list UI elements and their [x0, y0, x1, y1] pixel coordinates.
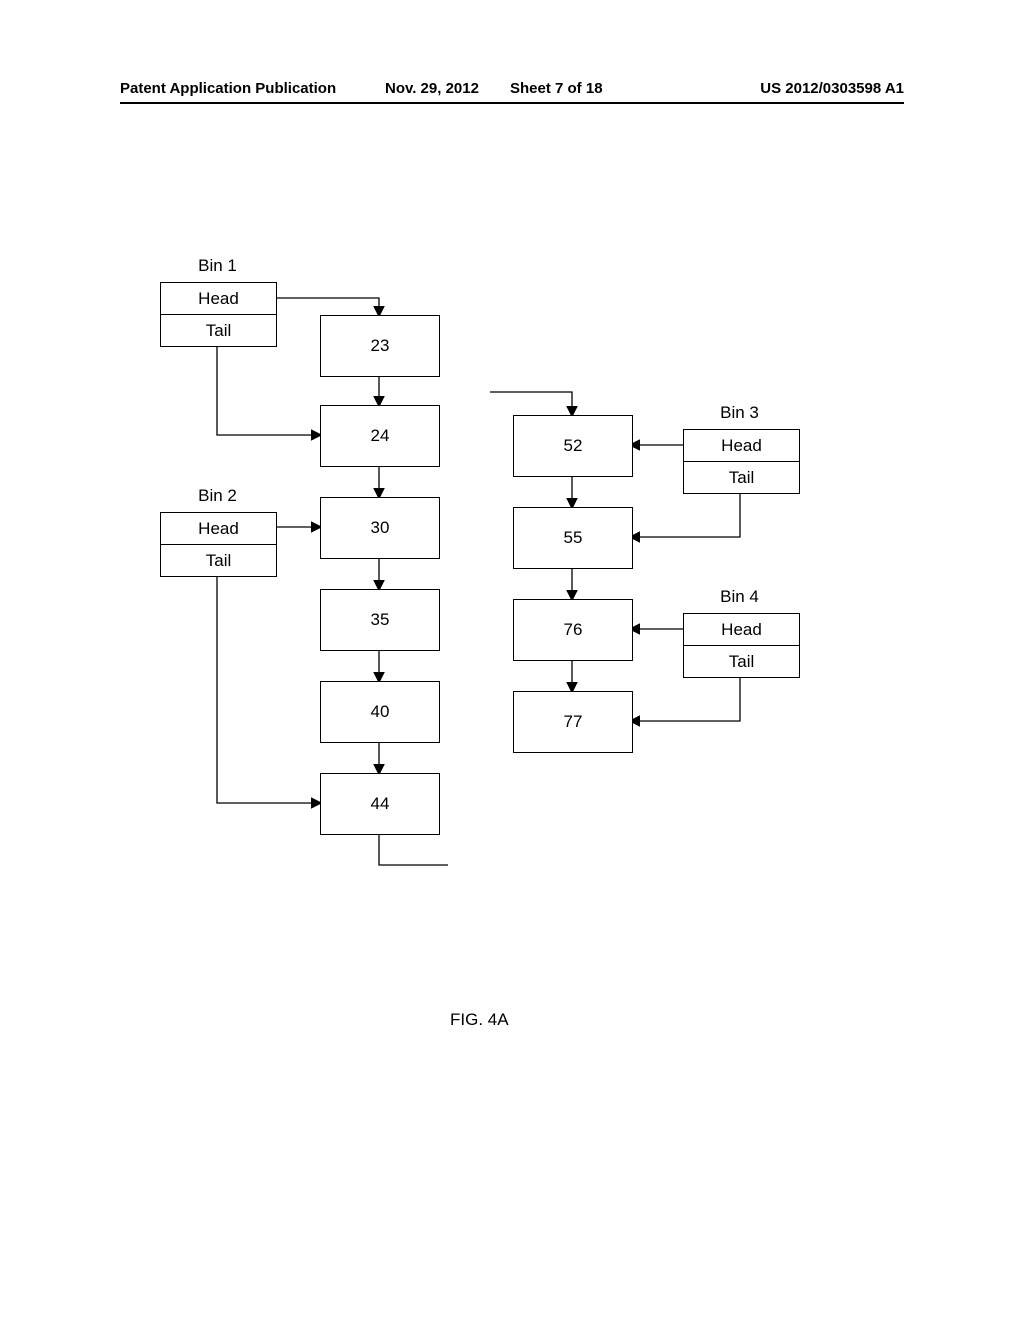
bin2-tail: Tail	[161, 544, 276, 576]
header-pubno: US 2012/0303598 A1	[760, 80, 904, 97]
header-publication: Patent Application Publication	[120, 80, 336, 97]
bin4-tail: Tail	[684, 645, 799, 677]
bin2-head: Head	[161, 513, 276, 544]
bin3-label: Bin 3	[712, 403, 767, 423]
node-44: 44	[320, 773, 440, 835]
node-40: 40	[320, 681, 440, 743]
node-76: 76	[513, 599, 633, 661]
bin1-label: Bin 1	[190, 256, 245, 276]
node-77: 77	[513, 691, 633, 753]
node-30: 30	[320, 497, 440, 559]
bin3-tail: Tail	[684, 461, 799, 493]
connectors	[0, 230, 1024, 1030]
bin4-label: Bin 4	[712, 587, 767, 607]
diagram: Bin 1 Head Tail Bin 2 Head Tail Bin 3 He…	[0, 230, 1024, 1030]
header-date: Nov. 29, 2012	[385, 80, 479, 97]
header-sheet: Sheet 7 of 18	[510, 80, 603, 97]
bin4-box: Head Tail	[683, 613, 800, 678]
page-header: Patent Application Publication Nov. 29, …	[120, 80, 904, 104]
node-24: 24	[320, 405, 440, 467]
node-23: 23	[320, 315, 440, 377]
bin1-tail: Tail	[161, 314, 276, 346]
bin1-head: Head	[161, 283, 276, 314]
bin1-box: Head Tail	[160, 282, 277, 347]
bin3-head: Head	[684, 430, 799, 461]
bin4-head: Head	[684, 614, 799, 645]
node-55: 55	[513, 507, 633, 569]
bin2-label: Bin 2	[190, 486, 245, 506]
bin3-box: Head Tail	[683, 429, 800, 494]
node-52: 52	[513, 415, 633, 477]
bin2-box: Head Tail	[160, 512, 277, 577]
figure-caption: FIG. 4A	[450, 1010, 509, 1030]
node-35: 35	[320, 589, 440, 651]
